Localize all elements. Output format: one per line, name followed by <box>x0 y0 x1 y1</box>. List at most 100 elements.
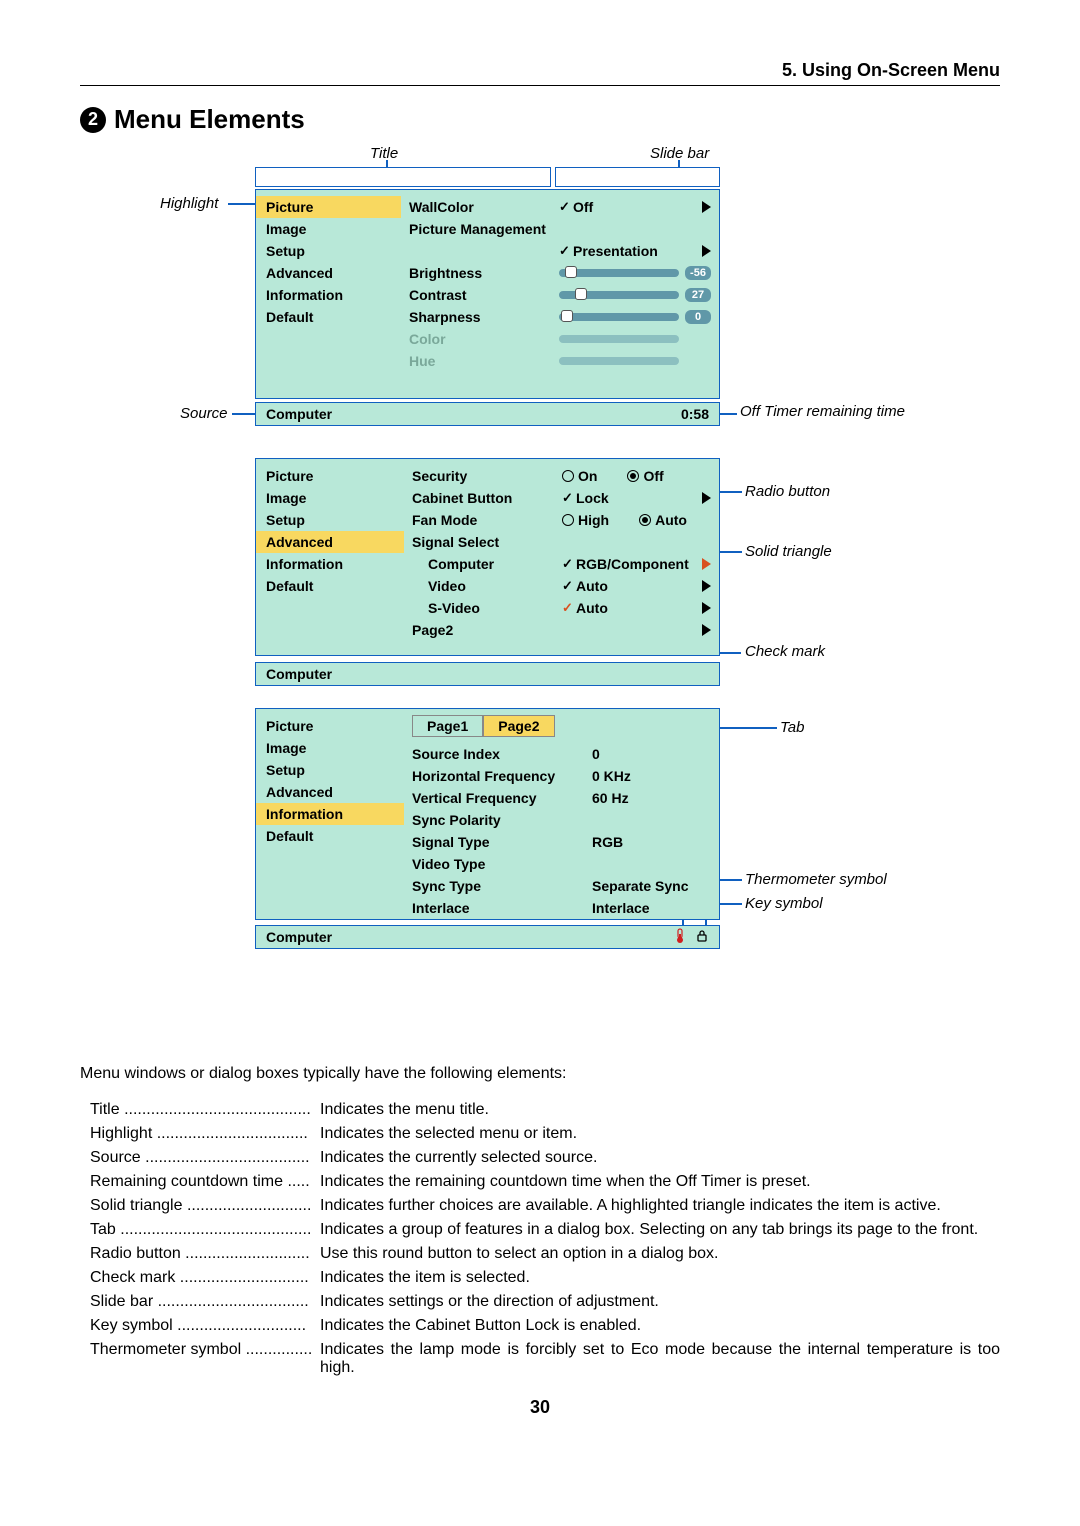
menu2-item-image[interactable]: Image <box>256 487 404 509</box>
menu-window-1: Picture Image Setup Advanced Information… <box>255 189 720 399</box>
triangle-icon[interactable] <box>702 201 711 213</box>
picmgmt-val: Presentation <box>573 243 658 259</box>
diagram-area: Title Slide bar Highlight Source Off Tim… <box>80 145 1000 1045</box>
triangle-icon[interactable] <box>702 245 711 257</box>
callout-slidebar: Slide bar <box>650 145 709 162</box>
triangle-icon[interactable] <box>702 602 711 614</box>
menu3-right: Page1 Page2 Source Index0 Horizontal Fre… <box>404 709 719 919</box>
definition-term: Radio button ...........................… <box>90 1245 320 1263</box>
callout-title: Title <box>370 145 398 162</box>
vidtype-label: Video Type <box>412 856 592 872</box>
menu1-item-information[interactable]: Information <box>256 284 401 306</box>
definition-row: Thermometer symbol ............... Indic… <box>90 1341 1000 1377</box>
menu1-right: WallColor✓Off Picture Management ✓Presen… <box>401 190 719 398</box>
menu2-item-picture[interactable]: Picture <box>256 465 404 487</box>
definition-desc: Indicates settings or the direction of a… <box>320 1293 1000 1311</box>
header-rule <box>80 85 1000 86</box>
callout-checkmark: Check mark <box>745 643 825 660</box>
outline-title <box>255 167 551 187</box>
sharpness-slider[interactable] <box>559 313 679 321</box>
key-icon <box>695 929 709 946</box>
radio-high-icon[interactable] <box>562 514 574 526</box>
brightness-label: Brightness <box>409 265 559 281</box>
check-icon: ✓ <box>562 490 576 506</box>
brightness-slider[interactable] <box>559 269 679 277</box>
menu1-item-setup[interactable]: Setup <box>256 240 401 262</box>
srcidx-val: 0 <box>592 746 600 762</box>
wallcolor-label: WallColor <box>409 199 559 215</box>
triangle-highlighted-icon[interactable] <box>702 558 711 570</box>
triangle-icon[interactable] <box>702 492 711 504</box>
menu3-item-image[interactable]: Image <box>256 737 404 759</box>
tab-page2[interactable]: Page2 <box>483 715 554 737</box>
sharpness-label: Sharpness <box>409 309 559 325</box>
definition-row: Key symbol .............................… <box>90 1317 1000 1335</box>
sigtype-label: Signal Type <box>412 834 592 850</box>
definition-row: Title ..................................… <box>90 1101 1000 1119</box>
callout-thermometer: Thermometer symbol <box>745 871 887 888</box>
definition-term: Tab ....................................… <box>90 1221 320 1239</box>
check-icon: ✓ <box>559 243 573 259</box>
menu2-left: Picture Image Setup Advanced Information… <box>256 459 404 655</box>
definition-term: Slide bar ..............................… <box>90 1293 320 1311</box>
triangle-icon[interactable] <box>702 624 711 636</box>
fan-label: Fan Mode <box>412 512 562 528</box>
menu1-item-default[interactable]: Default <box>256 306 401 328</box>
sigtype-val: RGB <box>592 834 623 850</box>
vfreq-val: 60 Hz <box>592 790 629 806</box>
hfreq-label: Horizontal Frequency <box>412 768 592 784</box>
hue-label: Hue <box>409 353 559 369</box>
definition-term: Title ..................................… <box>90 1101 320 1119</box>
menu3-status: Computer <box>255 925 720 949</box>
interlace-label: Interlace <box>412 900 592 916</box>
menu3-status-source: Computer <box>266 929 332 945</box>
callout-highlight: Highlight <box>160 195 218 212</box>
security-on: On <box>578 468 597 484</box>
definition-desc: Indicates the item is selected. <box>320 1269 1000 1287</box>
menu3-item-picture[interactable]: Picture <box>256 715 404 737</box>
syncpol-label: Sync Polarity <box>412 812 592 828</box>
definition-term: Thermometer symbol ............... <box>90 1341 320 1359</box>
menu1-item-image[interactable]: Image <box>256 218 401 240</box>
radio-on-icon[interactable] <box>562 470 574 482</box>
definition-desc: Indicates the currently selected source. <box>320 1149 1000 1167</box>
menu1-item-picture[interactable]: Picture <box>256 196 401 218</box>
menu1-item-advanced[interactable]: Advanced <box>256 262 401 284</box>
svideo-label: S-Video <box>412 600 562 616</box>
menu1-status-time: 0:58 <box>681 406 709 422</box>
hue-slider <box>559 357 679 365</box>
page2-label[interactable]: Page2 <box>412 622 562 638</box>
menu3-item-setup[interactable]: Setup <box>256 759 404 781</box>
menu3-item-default[interactable]: Default <box>256 825 404 847</box>
definition-desc: Indicates the selected menu or item. <box>320 1125 1000 1143</box>
radio-off-icon[interactable] <box>627 470 639 482</box>
definition-row: Tab ....................................… <box>90 1221 1000 1239</box>
definition-list: Title ..................................… <box>90 1101 1000 1377</box>
menu2-item-default[interactable]: Default <box>256 575 404 597</box>
thermometer-icon <box>675 928 685 947</box>
menu-window-3: Picture Image Setup Advanced Information… <box>255 708 720 920</box>
contrast-val: 27 <box>685 288 711 302</box>
triangle-icon[interactable] <box>702 580 711 592</box>
security-label: Security <box>412 468 562 484</box>
tab-page1[interactable]: Page1 <box>412 715 483 737</box>
contrast-slider[interactable] <box>559 291 679 299</box>
callout-solidtriangle: Solid triangle <box>745 543 832 560</box>
section-title: 2 Menu Elements <box>80 104 1000 135</box>
check-icon: ✓ <box>559 199 573 215</box>
definition-row: Source .................................… <box>90 1149 1000 1167</box>
menu2-item-information[interactable]: Information <box>256 553 404 575</box>
menu2-item-advanced[interactable]: Advanced <box>256 531 404 553</box>
menu3-item-information[interactable]: Information <box>256 803 404 825</box>
callout-source: Source <box>180 405 228 422</box>
menu3-item-advanced[interactable]: Advanced <box>256 781 404 803</box>
synctype-label: Sync Type <box>412 878 592 894</box>
video-val: Auto <box>576 578 608 594</box>
fan-high: High <box>578 512 609 528</box>
radio-auto-icon[interactable] <box>639 514 651 526</box>
menu2-item-setup[interactable]: Setup <box>256 509 404 531</box>
synctype-val: Separate Sync <box>592 878 689 894</box>
color-label: Color <box>409 331 559 347</box>
check-icon: ✓ <box>562 578 576 594</box>
chapter-title: 5. Using On-Screen Menu <box>80 60 1000 81</box>
